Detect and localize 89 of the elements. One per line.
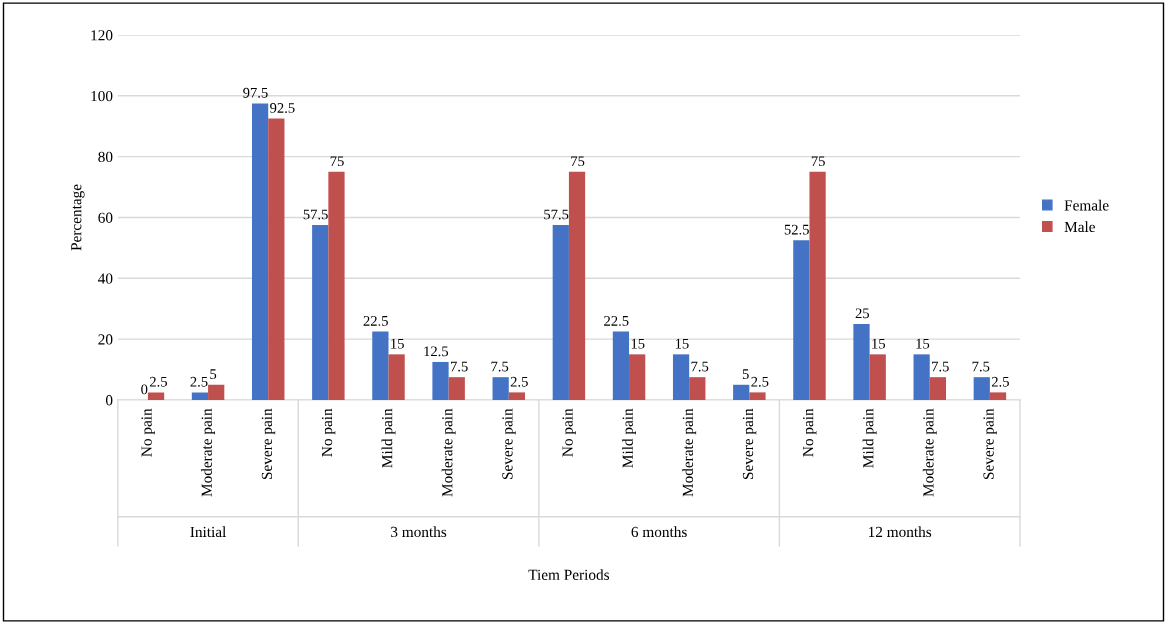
y-tick-label: 40	[98, 273, 113, 284]
x-tick-label: No pain	[562, 408, 576, 457]
bar	[612, 331, 630, 400]
bar	[552, 225, 569, 400]
bar	[869, 354, 886, 400]
bar	[208, 384, 225, 400]
data-label: 5	[210, 369, 217, 380]
x-tick-label: Mild pain	[381, 408, 396, 468]
y-tick-label: 20	[98, 334, 113, 345]
y-axis-title: Percentage	[71, 184, 85, 251]
y-tick-label: 100	[91, 90, 113, 102]
bar	[733, 384, 750, 400]
y-tick-label: 80	[98, 151, 113, 163]
data-label: 2.5	[510, 376, 528, 387]
data-label: 52.5	[784, 224, 809, 235]
data-label: 57.5	[303, 209, 328, 220]
legend-label: Male	[1064, 221, 1095, 233]
data-label: 75	[811, 156, 825, 167]
legend-label: Female	[1064, 199, 1109, 211]
x-tick-label: Moderate pain	[682, 408, 697, 497]
data-label: 7.5	[491, 361, 509, 372]
data-label: 92.5	[270, 103, 295, 113]
bar	[672, 354, 690, 400]
bar	[793, 240, 810, 400]
text: 3 months	[391, 526, 447, 538]
bar	[251, 103, 269, 400]
data-label: 0	[141, 384, 148, 395]
x-tick-label: Moderate pain	[441, 408, 456, 497]
data-label: 5	[742, 369, 749, 380]
bar	[973, 377, 990, 400]
x-tick-label: No pain	[141, 408, 155, 457]
data-label: 15	[916, 338, 930, 349]
text: 12 months	[868, 526, 932, 538]
x-axis-title: Tiem Periods	[528, 569, 610, 580]
bar	[312, 225, 329, 400]
data-label: 15	[675, 338, 689, 349]
x-tick-label: No pain	[803, 408, 817, 457]
data-label: 75	[330, 156, 344, 167]
data-label: 97.5	[243, 87, 268, 98]
data-label: 7.5	[691, 361, 709, 372]
y-tick-label: 0	[105, 395, 113, 406]
bar	[689, 377, 706, 400]
x-tick-label: Moderate pain	[201, 408, 215, 497]
data-label: 7.5	[450, 361, 468, 372]
bar	[191, 392, 209, 400]
x-tick-label: Severe pain	[261, 408, 276, 479]
y-tick-label: 60	[98, 212, 113, 223]
bar	[432, 361, 449, 400]
bar	[929, 377, 946, 400]
data-label: 57.5	[544, 209, 569, 220]
x-tick-label: Mild pain	[862, 408, 877, 468]
x-tick-label: Mild pain	[622, 408, 636, 468]
text: 6 months	[631, 526, 687, 538]
bar	[372, 331, 389, 400]
data-label: 2.5	[751, 376, 769, 387]
x-tick-label: Severe pain	[502, 408, 516, 479]
data-label: 2.5	[149, 376, 167, 387]
bar	[508, 392, 526, 400]
bar	[749, 392, 766, 400]
x-tick-label: Severe pain	[742, 408, 757, 479]
bar	[448, 377, 465, 400]
bar	[913, 354, 930, 400]
data-label: 22.5	[363, 316, 388, 326]
x-tick-label: No pain	[321, 408, 336, 457]
bar	[492, 377, 509, 400]
bar	[147, 392, 165, 400]
data-label: 7.5	[972, 361, 990, 372]
y-tick-label: 120	[91, 30, 113, 41]
data-label: 75	[571, 156, 585, 167]
x-tick-label: Moderate pain	[922, 408, 937, 497]
bar	[809, 171, 826, 400]
bar	[989, 392, 1007, 400]
bar	[568, 171, 586, 400]
data-label: 2.5	[190, 376, 208, 387]
bar	[853, 323, 870, 400]
bar	[629, 354, 646, 400]
data-label: 12.5	[424, 346, 449, 357]
bar	[388, 354, 405, 400]
data-label: 22.5	[604, 316, 629, 326]
data-label: 25	[855, 308, 870, 319]
data-label: 15	[631, 338, 645, 349]
text: Initial	[190, 526, 227, 538]
bar	[268, 118, 285, 400]
data-label: 15	[872, 338, 886, 349]
x-tick-label: Severe pain	[983, 408, 997, 479]
data-label: 2.5	[991, 376, 1009, 387]
data-label: 7.5	[932, 361, 949, 372]
data-label: 15	[391, 338, 404, 349]
bar	[328, 171, 345, 400]
